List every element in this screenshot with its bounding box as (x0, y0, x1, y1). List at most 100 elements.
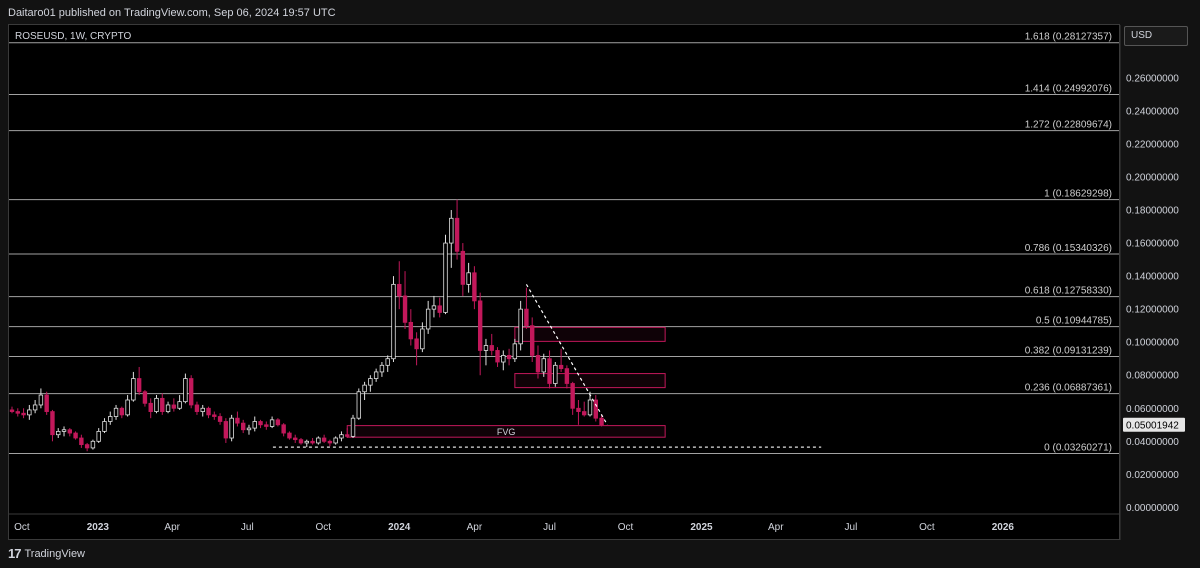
candle-up (339, 434, 344, 439)
candle-up (252, 421, 257, 429)
fib-level-label: 0.382 (0.09131239) (1025, 346, 1112, 357)
candle-down (593, 399, 598, 419)
y-tick-label: 0.18000000 (1126, 206, 1179, 217)
x-tick-label: Jul (543, 522, 556, 533)
y-tick-label: 0.14000000 (1126, 272, 1179, 283)
candle-down (535, 355, 541, 373)
fib-level-label: 1.272 (0.22809674) (1025, 120, 1112, 131)
candle-down (310, 440, 315, 444)
candle-down (9, 409, 15, 412)
candle-up (466, 272, 471, 285)
candle-down (136, 378, 142, 393)
candle-down (287, 432, 292, 439)
candle-up (431, 305, 437, 310)
y-tick-label: 0.12000000 (1126, 305, 1179, 316)
y-tick-label: 0.26000000 (1126, 73, 1179, 84)
x-tick-label: Jul (241, 522, 254, 533)
candle-down (327, 440, 333, 444)
fib-level-label: 0.236 (0.06887361) (1025, 383, 1112, 394)
y-tick-label: 0.04000000 (1126, 437, 1179, 448)
x-tick-label: 2023 (87, 522, 110, 533)
fib-level-label: 0.618 (0.12758330) (1025, 286, 1112, 297)
candle-down (564, 368, 570, 384)
y-tick-label: 0.02000000 (1126, 470, 1179, 481)
candle-down (275, 419, 281, 426)
candle-up (269, 419, 275, 427)
candle-down (397, 283, 402, 297)
current-price-label: 0.05001942 (1126, 420, 1179, 431)
candle-up (356, 391, 361, 419)
x-tick-label: Apr (164, 522, 180, 533)
fvg-zone (514, 373, 666, 389)
candle-down (44, 394, 49, 412)
fib-level-label: 0.786 (0.15340326) (1025, 243, 1112, 254)
y-tick-label: 0.08000000 (1126, 371, 1179, 382)
candle-down (524, 308, 529, 327)
candle-up (368, 378, 373, 386)
candle-up (362, 384, 367, 393)
candle-down (506, 355, 512, 360)
candle-up (587, 399, 593, 416)
candle-up (113, 407, 119, 417)
footer-brand[interactable]: 17 TradingView (8, 546, 85, 561)
x-tick-label: 2026 (992, 522, 1015, 533)
y-tick-label: 0.24000000 (1126, 106, 1179, 117)
candle-up (229, 417, 234, 439)
symbol-label[interactable]: ROSEUSD, 1W, CRYPTO (15, 31, 132, 42)
brand-name: TradingView (24, 547, 86, 560)
fib-level-label: 1.618 (0.28127357) (1025, 32, 1112, 43)
candle-down (547, 358, 552, 384)
candle-up (304, 440, 309, 444)
candle-up (512, 343, 518, 360)
candle-down (160, 397, 165, 412)
candle-down (206, 407, 211, 416)
y-tick-label: 0.00000000 (1126, 503, 1179, 514)
candle-down (194, 404, 200, 412)
candle-up (483, 345, 489, 351)
candle-down (171, 404, 177, 409)
x-tick-label: Oct (919, 522, 935, 533)
x-tick-label: Oct (618, 522, 634, 533)
candle-up (61, 429, 67, 432)
candle-down (264, 424, 269, 427)
candle-down (21, 412, 26, 416)
candle-down (293, 437, 298, 441)
candle-up (379, 364, 385, 373)
candle-down (460, 250, 466, 285)
candle-down (212, 414, 217, 417)
candle-down (495, 350, 500, 363)
fib-level-label: 1 (0.18629298) (1044, 189, 1112, 200)
fvg-zone (514, 326, 666, 342)
candle-up (333, 437, 338, 444)
candle-down (558, 364, 564, 370)
x-tick-label: 2025 (690, 522, 713, 533)
candle-down (84, 444, 90, 449)
candle-up (165, 404, 171, 412)
published-header: Daitaro01 published on TradingView.com, … (8, 7, 336, 19)
candle-down (73, 432, 78, 439)
candle-down (345, 434, 350, 437)
candle-down (258, 421, 263, 426)
candle-down (223, 421, 229, 439)
candle-up (108, 416, 113, 422)
candle-down (235, 417, 240, 424)
fib-level-label: 0.5 (0.10944785) (1036, 316, 1112, 327)
y-tick-label: 0.16000000 (1126, 239, 1179, 250)
candle-down (414, 338, 419, 350)
fib-level-label: 0 (0.03260271) (1044, 443, 1112, 454)
candle-down (298, 439, 304, 444)
candle-up (541, 358, 546, 373)
candle-up (246, 427, 252, 431)
candle-up (420, 328, 425, 350)
tradingview-logo-icon: 17 (8, 546, 22, 561)
candle-down (570, 383, 575, 409)
candle-up (501, 355, 506, 363)
currency-selector[interactable]: USD (1124, 26, 1188, 46)
y-tick-label: 0.10000000 (1126, 338, 1179, 349)
candle-down (281, 424, 286, 434)
x-tick-label: Apr (467, 522, 483, 533)
candle-down (489, 345, 494, 351)
candle-up (200, 407, 205, 412)
x-tick-label: Oct (14, 522, 30, 533)
